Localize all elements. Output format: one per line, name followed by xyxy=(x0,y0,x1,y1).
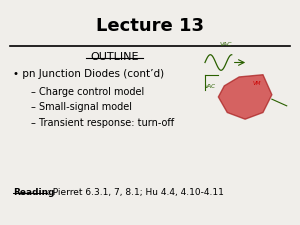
Text: : Pierret 6.3.1, 7, 8.1; Hu 4.4, 4.10-4.11: : Pierret 6.3.1, 7, 8.1; Hu 4.4, 4.10-4.… xyxy=(47,188,224,197)
Text: Reading: Reading xyxy=(13,188,55,197)
Text: Lecture 13: Lecture 13 xyxy=(96,17,204,35)
Text: VAC: VAC xyxy=(205,84,216,89)
Text: – Small-signal model: – Small-signal model xyxy=(31,103,132,112)
Text: – Charge control model: – Charge control model xyxy=(31,87,144,97)
Polygon shape xyxy=(218,75,272,119)
Text: OUTLINE: OUTLINE xyxy=(90,52,139,63)
Text: • pn Junction Diodes (cont’d): • pn Junction Diodes (cont’d) xyxy=(13,69,164,79)
Text: – Transient response: turn-off: – Transient response: turn-off xyxy=(31,118,174,128)
Text: VM: VM xyxy=(253,81,261,86)
Text: VAC: VAC xyxy=(220,43,232,47)
